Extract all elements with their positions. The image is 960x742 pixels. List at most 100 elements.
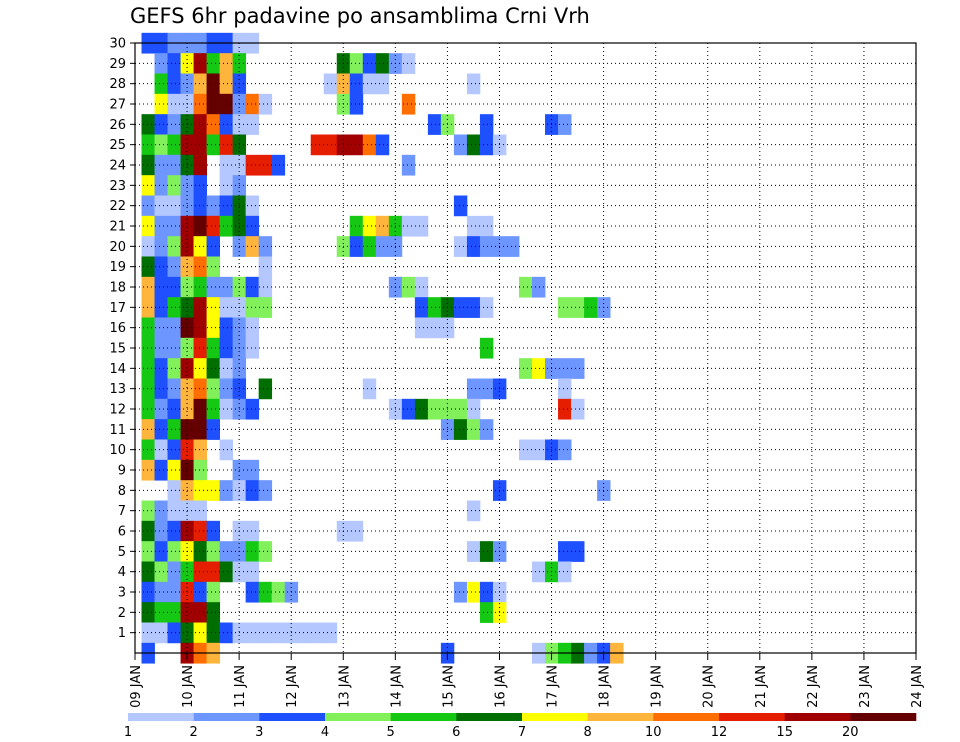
colorbar-label: 6	[452, 725, 460, 740]
precip-cell	[167, 134, 181, 156]
precip-cell	[219, 480, 234, 501]
precip-cell	[245, 541, 260, 562]
precip-cell	[245, 93, 260, 115]
precip-cell	[167, 378, 181, 400]
colorbar-swatch	[325, 713, 391, 721]
precip-cell	[479, 419, 494, 440]
precip-cell	[414, 297, 429, 318]
y-tick-label: 25	[109, 138, 126, 153]
precip-cell	[414, 215, 429, 237]
precip-cell	[258, 378, 273, 400]
x-tick-label: 14 JAN	[389, 665, 404, 708]
precip-cell	[141, 500, 155, 522]
x-tick-label: 18 JAN	[598, 665, 613, 708]
precip-cell	[401, 215, 416, 237]
precip-cell	[141, 215, 155, 237]
precip-cell	[466, 398, 481, 420]
precip-cell	[219, 215, 234, 237]
precip-cell	[141, 195, 155, 217]
precip-cell	[206, 622, 221, 644]
precip-cell	[466, 134, 481, 156]
precip-cell	[167, 337, 181, 359]
precip-cell	[479, 236, 494, 257]
precip-cell	[193, 480, 207, 501]
precip-cell	[362, 53, 377, 74]
precip-cell	[193, 215, 207, 237]
precip-cell	[245, 480, 260, 501]
precip-cell	[154, 622, 168, 644]
colorbar-label: 2	[190, 725, 198, 740]
precip-cell	[193, 500, 207, 522]
precip-cell	[154, 93, 168, 115]
precip-cell	[258, 541, 273, 562]
precip-cell	[206, 256, 221, 278]
precip-cell	[558, 541, 572, 562]
x-tick-label: 13 JAN	[337, 665, 352, 708]
precip-cell	[193, 541, 207, 562]
x-tick-label: 24 JAN	[910, 665, 925, 708]
precip-cell	[558, 358, 572, 379]
precip-cell	[167, 195, 181, 217]
x-tick-label: 20 JAN	[702, 665, 717, 708]
precip-cell	[258, 256, 273, 278]
precip-cell	[245, 581, 260, 603]
precip-cell	[271, 581, 286, 603]
precip-cell	[193, 378, 207, 400]
precip-cell	[154, 317, 168, 339]
precip-cell	[453, 581, 468, 603]
y-tick-label: 8	[118, 484, 126, 499]
precip-cell	[141, 602, 155, 623]
precip-cell	[167, 480, 181, 501]
precip-cell	[219, 398, 234, 420]
precip-cell	[167, 561, 181, 583]
precip-cell	[206, 398, 221, 420]
precip-cell	[167, 53, 181, 74]
precip-cell	[558, 439, 572, 461]
precip-cell	[141, 337, 155, 359]
precip-cell	[453, 297, 468, 318]
precip-cell	[141, 398, 155, 420]
precip-cell	[206, 73, 221, 95]
precip-cell	[466, 215, 481, 237]
precip-cell	[258, 154, 273, 176]
precip-cell	[141, 256, 155, 278]
colorbar-swatch	[456, 713, 523, 721]
precip-cell	[532, 561, 546, 583]
precip-cell	[193, 337, 207, 359]
y-tick-label: 15	[109, 342, 126, 357]
precip-cell	[401, 398, 416, 420]
precip-cell	[219, 541, 234, 562]
precip-cell	[167, 541, 181, 562]
precip-cell	[466, 541, 481, 562]
y-tick-label: 21	[109, 220, 126, 235]
precip-cell	[310, 622, 325, 644]
colorbar-swatch	[128, 713, 194, 721]
precip-cell	[154, 439, 168, 461]
precip-cell	[479, 297, 494, 318]
precip-cell	[154, 297, 168, 318]
precip-cell	[193, 154, 207, 176]
precip-cell	[258, 93, 273, 115]
colorbar-swatch	[259, 713, 326, 721]
precip-cell	[167, 520, 181, 542]
precip-cell	[167, 215, 181, 237]
precip-cell	[167, 439, 181, 461]
y-tick-label: 28	[109, 77, 126, 92]
precip-cell	[167, 175, 181, 196]
precip-cell	[193, 297, 207, 318]
precip-cell	[141, 581, 155, 603]
precip-cell	[141, 541, 155, 562]
colorbar-swatch	[587, 713, 654, 721]
precip-cell	[154, 500, 168, 522]
precip-cell	[258, 581, 273, 603]
precip-cell	[167, 358, 181, 379]
y-tick-label: 10	[109, 443, 126, 458]
precip-cell	[245, 520, 260, 542]
precip-cell	[245, 459, 260, 481]
colorbar: 1 2 3 4 5 6 7 8 10 12 15 20	[124, 713, 917, 740]
precip-cell	[310, 134, 325, 156]
precip-cells	[141, 32, 624, 664]
colorbar-label: 5	[387, 725, 395, 740]
precip-cell	[154, 114, 168, 135]
precip-cell	[453, 398, 468, 420]
